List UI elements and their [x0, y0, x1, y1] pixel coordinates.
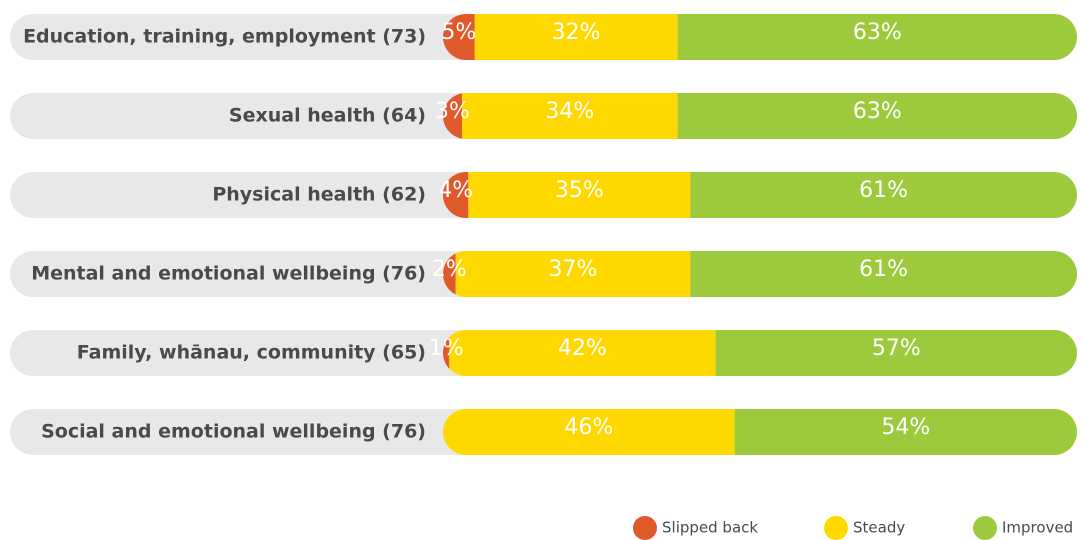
category-label: Physical health (62): [212, 184, 426, 206]
legend-swatch: [633, 516, 657, 540]
bar-segment: [690, 172, 1077, 218]
value-label: 63%: [853, 20, 902, 45]
value-label: 1%: [429, 336, 464, 361]
value-label: 35%: [555, 178, 604, 203]
category-label: Mental and emotional wellbeing (76): [31, 263, 426, 285]
value-label: 61%: [859, 257, 908, 282]
bar-segment: [690, 251, 1077, 297]
bar-segment: [443, 409, 735, 455]
bar-segment: [677, 93, 1077, 139]
legend-label: Slipped back: [662, 519, 758, 537]
bar-group: [443, 251, 1077, 297]
value-label: 3%: [435, 99, 470, 124]
category-label: Social and emotional wellbeing (76): [41, 421, 426, 443]
legend-swatch: [973, 516, 997, 540]
category-label: Sexual health (64): [229, 105, 426, 127]
value-label: 54%: [881, 415, 930, 440]
bar-segment: [443, 93, 463, 139]
legend-label: Improved: [1002, 519, 1073, 537]
value-label: 37%: [549, 257, 598, 282]
bar-group: [443, 93, 1077, 139]
bar-segment: [734, 409, 1077, 455]
value-label: 57%: [872, 336, 921, 361]
value-label: 34%: [545, 99, 594, 124]
value-label: 42%: [558, 336, 607, 361]
bar-group: [443, 14, 1077, 60]
value-label: 32%: [552, 20, 601, 45]
bar-segment: [462, 93, 678, 139]
bar-segment: [443, 330, 450, 376]
bar-segment: [474, 14, 678, 60]
bar-segment: [715, 330, 1077, 376]
value-label: 5%: [441, 20, 476, 45]
legend-swatch: [824, 516, 848, 540]
bar-segment: [449, 330, 716, 376]
value-label: 2%: [432, 257, 467, 282]
bar-group: [443, 172, 1077, 218]
value-label: 46%: [564, 415, 613, 440]
value-label: 61%: [859, 178, 908, 203]
category-label: Family, whānau, community (65): [77, 342, 426, 364]
bar-segment: [468, 172, 691, 218]
bar-segment: [455, 251, 691, 297]
value-label: 4%: [438, 178, 473, 203]
bar-segment: [677, 14, 1077, 60]
bar-group: [443, 409, 1077, 455]
legend-label: Steady: [853, 519, 905, 537]
bar-segment: [443, 251, 456, 297]
value-label: 63%: [853, 99, 902, 124]
bar-group: [443, 330, 1077, 376]
category-label: Education, training, employment (73): [23, 26, 426, 48]
